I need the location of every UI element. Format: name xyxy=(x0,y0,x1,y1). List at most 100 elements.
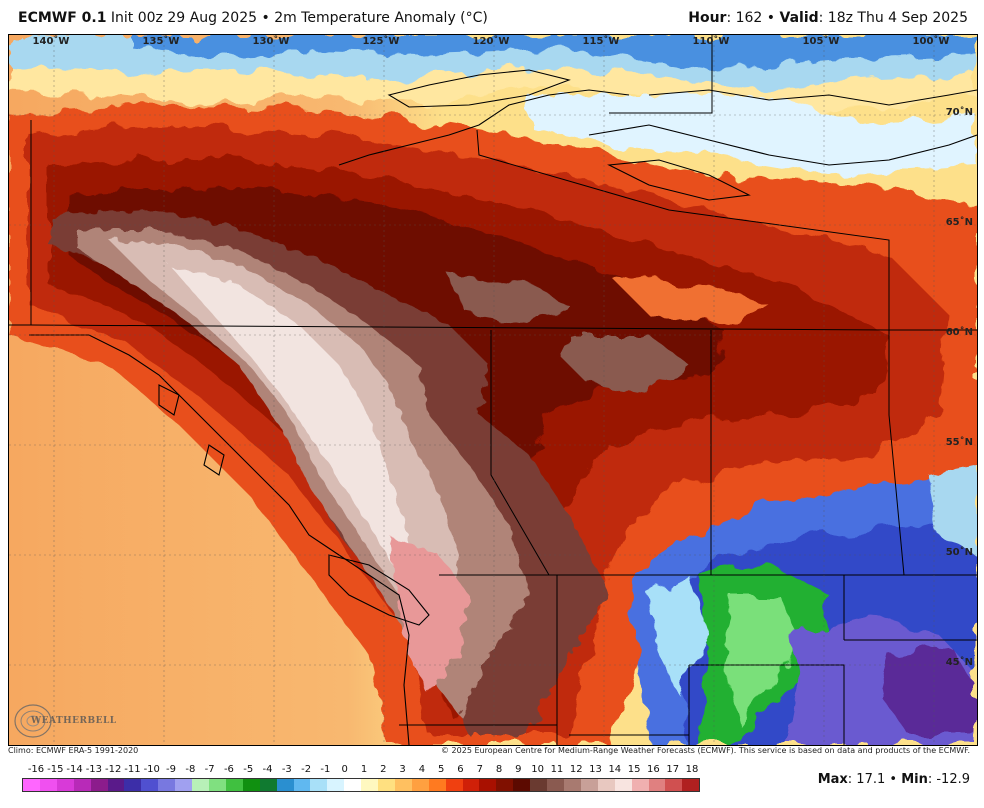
lon-label-125w: 125˚W xyxy=(363,35,400,47)
lon-label-120w: 120˚W xyxy=(473,35,510,47)
northern-dark-bands xyxy=(449,275,769,395)
colorbar-swatch xyxy=(259,779,277,791)
header: ECMWF 0.1 Init 00z 29 Aug 2025 • 2m Temp… xyxy=(0,0,984,34)
colorbar-swatch xyxy=(547,779,564,791)
colorbar-tick-label: 15 xyxy=(627,764,641,775)
valid-value: : 18z Thu 4 Sep 2025 xyxy=(818,10,968,26)
colorbar-swatch xyxy=(530,779,548,791)
colorbar-swatch xyxy=(513,779,531,791)
colorbar-swatch xyxy=(310,779,328,791)
max-label: Max xyxy=(817,772,848,787)
colorbar-swatch xyxy=(208,779,226,791)
colorbar-tick-label: -16 xyxy=(27,764,45,775)
colorbar-tick-label: 9 xyxy=(515,764,522,775)
copyright-note: © 2025 European Centre for Medium-Range … xyxy=(441,746,970,755)
colorbar-swatch xyxy=(631,779,649,791)
colorbar-swatch xyxy=(682,779,700,791)
colorbar-swatch xyxy=(124,779,142,791)
colorbar-swatch xyxy=(648,779,666,791)
lat-label-55n: 55˚N xyxy=(946,436,973,448)
colorbar-swatch xyxy=(327,779,345,791)
colorbar-swatch xyxy=(564,779,581,791)
colorbar-tick-label: -1 xyxy=(320,764,331,775)
colorbar-tick-label: -3 xyxy=(281,764,292,775)
colorbar-swatch xyxy=(293,779,311,791)
colorbar-swatch xyxy=(462,779,480,791)
colorbar-swatch xyxy=(614,779,632,791)
colorbar-tick-label: -10 xyxy=(143,764,160,775)
colorbar-tick-label: 16 xyxy=(647,764,660,775)
colorbar-tick-label: 14 xyxy=(608,764,622,775)
colorbar-swatch xyxy=(445,779,463,791)
colorbar-tick-label: -7 xyxy=(204,764,215,775)
colorbar-tick-label: 0 xyxy=(341,764,348,775)
colorbar-tick-label: 17 xyxy=(666,764,680,775)
hour-label: Hour xyxy=(688,10,727,26)
colorbar-swatch xyxy=(496,779,514,791)
colorbar-tick-label: 5 xyxy=(437,764,445,775)
colorbar-tick-label: 10 xyxy=(531,764,545,775)
colorbar-tick-label: 1 xyxy=(360,764,368,775)
map-canvas: 140˚W 135˚W 130˚W 125˚W 120˚W 115˚W 110˚… xyxy=(9,35,977,745)
weatherbell-logo: WEATHERBELL xyxy=(14,704,117,738)
lat-label-70n: 70˚N xyxy=(946,106,973,118)
colorbar-swatch xyxy=(90,779,108,791)
colorbar-swatch xyxy=(597,779,615,791)
colorbar-swatch xyxy=(175,779,193,791)
colorbar: -16 -15 -14 -13 -12 -11 -10 -9 -8 -7 -6 -5 -4 -3 -2 -1 0… xyxy=(22,764,700,792)
colorbar-tick-label: -13 xyxy=(85,764,103,775)
temperature-anomaly-map: 140˚W 135˚W 130˚W 125˚W 120˚W 115˚W 110˚… xyxy=(8,34,978,746)
colorbar-swatch xyxy=(158,779,176,791)
colorbar-swatch xyxy=(479,779,497,791)
lat-label-65n: 65˚N xyxy=(946,216,973,228)
colorbar-swatch xyxy=(428,779,446,791)
model-name: ECMWF 0.1 xyxy=(18,10,107,26)
colorbar-swatch xyxy=(141,779,159,791)
colorbar-swatches xyxy=(22,778,700,792)
max-min-stats: Max: 17.1 • Min: -12.9 xyxy=(818,772,970,787)
lat-label-60n: 60˚N xyxy=(946,326,973,338)
colorbar-tick-label: 8 xyxy=(495,764,503,775)
colorbar-swatch xyxy=(73,779,91,791)
colorbar-swatch xyxy=(394,779,412,791)
colorbar-tick-label: -14 xyxy=(66,764,83,775)
lon-label-110w: 110˚W xyxy=(693,35,730,47)
max-value: : 17.1 • xyxy=(847,772,902,787)
colorbar-swatch xyxy=(107,779,125,791)
latitude-labels: 70˚N 65˚N 60˚N 55˚N 50˚N 45˚N xyxy=(946,106,973,668)
colorbar-swatch xyxy=(361,779,379,791)
colorbar-tick-label: -5 xyxy=(243,764,254,775)
colorbar-tick-label: 6 xyxy=(457,764,464,775)
min-label: Min xyxy=(901,772,928,787)
colorbar-swatch xyxy=(225,779,243,791)
colorbar-tick-label: 4 xyxy=(418,764,426,775)
lon-label-140w: 140˚W xyxy=(33,35,70,47)
climo-note: Climo: ECMWF ERA-5 1991-2020 xyxy=(8,746,139,755)
arctic-cold-band xyxy=(9,35,977,175)
political-borders xyxy=(9,35,977,745)
valid-time: Hour: 162 • Valid: 18z Thu 4 Sep 2025 xyxy=(688,10,968,26)
colorbar-tick-label: 11 xyxy=(550,764,564,775)
colorbar-swatch xyxy=(344,779,362,791)
colorbar-swatch xyxy=(580,779,598,791)
colorbar-tick-label: 13 xyxy=(589,764,602,775)
colorbar-tick-label: -12 xyxy=(105,764,122,775)
logo-text: WEATHERBELL xyxy=(30,716,117,726)
coastlines xyxy=(29,69,977,745)
lon-label-115w: 115˚W xyxy=(583,35,620,47)
colorbar-tick-label: 3 xyxy=(399,764,406,775)
colorbar-tick-label: 7 xyxy=(476,764,483,775)
lon-label-105w: 105˚W xyxy=(803,35,840,47)
hour-value: : 162 • xyxy=(726,10,780,26)
graticule xyxy=(9,35,977,745)
colorbar-tick-label: 12 xyxy=(569,764,583,775)
colorbar-labels: -16 -15 -14 -13 -12 -11 -10 -9 -8 -7 -6 -5 -4 -3 -2 -1 0… xyxy=(22,764,700,778)
lon-label-100w: 100˚W xyxy=(913,35,950,47)
colorbar-tick-label: -6 xyxy=(223,764,234,775)
colorbar-tick-label: -15 xyxy=(47,764,64,775)
colorbar-swatch xyxy=(378,779,395,791)
map-title: ECMWF 0.1 Init 00z 29 Aug 2025 • 2m Temp… xyxy=(18,10,488,26)
colorbar-swatch xyxy=(411,779,429,791)
lon-label-130w: 130˚W xyxy=(253,35,290,47)
colorbar-tick-label: -4 xyxy=(262,764,273,775)
